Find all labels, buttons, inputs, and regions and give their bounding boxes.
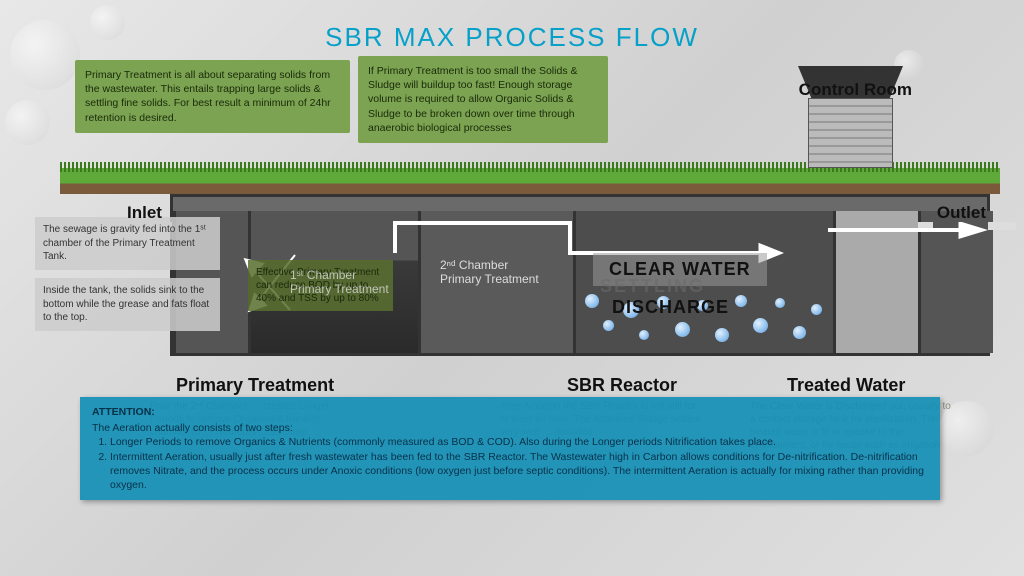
callout-sludge-desc: If Primary Treatment is too small the So… xyxy=(358,56,608,143)
control-room-label: Control Room xyxy=(799,80,912,100)
chamber1-label: 1ˢᵗ ChamberPrimary Treatment xyxy=(290,268,389,296)
callout-inlet-desc: The sewage is gravity fed into the 1ˢᵗ c… xyxy=(35,217,220,270)
callout-settle-desc: Inside the tank, the solids sink to the … xyxy=(35,278,220,331)
callout-primary-desc: Primary Treatment is all about separatin… xyxy=(75,60,350,133)
attention-item: Intermittent Aeration, usually just afte… xyxy=(110,450,928,493)
primary-treatment-title: Primary Treatment xyxy=(176,375,334,396)
chamber2-label: 2ⁿᵈ ChamberPrimary Treatment xyxy=(440,258,539,286)
attention-intro: The Aeration actually consists of two st… xyxy=(92,421,928,435)
attention-box: ATTENTION: The Aeration actually consist… xyxy=(80,397,940,500)
page-title: SBR MAX PROCESS FLOW xyxy=(325,22,699,53)
discharge-overlay: DISCHARGE xyxy=(612,297,729,318)
outlet-pipe xyxy=(988,222,1016,230)
flow-arrow-out xyxy=(828,222,988,242)
attention-item: Longer Periods to remove Organics & Nutr… xyxy=(110,435,928,449)
settling-overlay: SETTLING xyxy=(600,276,705,297)
treated-water-title: Treated Water xyxy=(787,375,905,396)
attention-heading: ATTENTION: xyxy=(92,405,928,419)
sbr-reactor-title: SBR Reactor xyxy=(567,375,677,396)
grass-strip xyxy=(60,168,1000,194)
outlet-label: Outlet xyxy=(937,203,986,223)
inlet-label: Inlet xyxy=(127,203,162,223)
